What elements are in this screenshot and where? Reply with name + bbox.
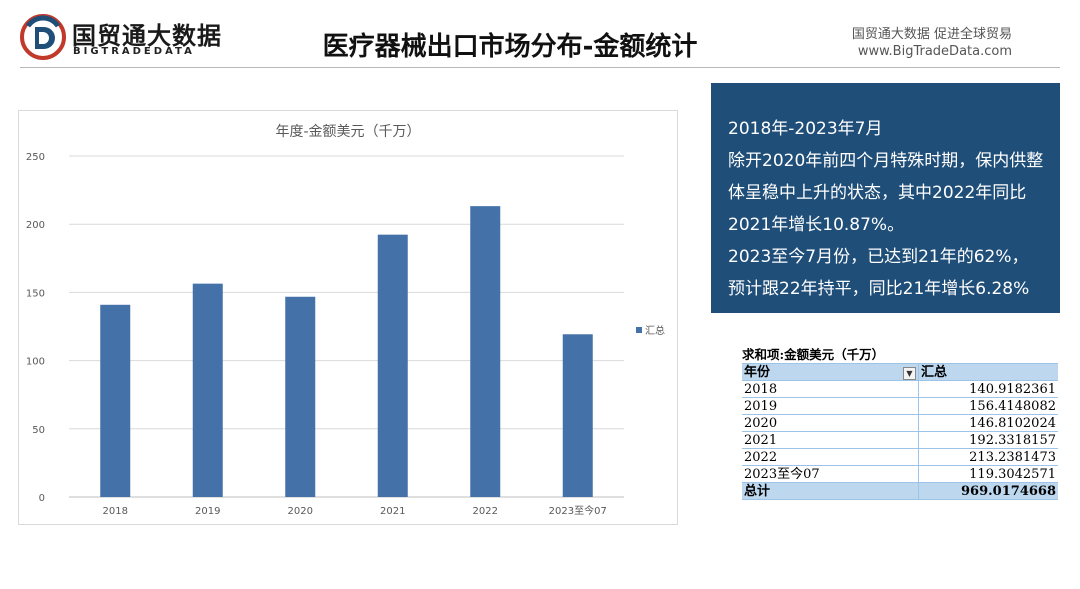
bar-chart: 年度-金额美元（千万） 0 50 100 150 200 250 2018 2019 2020 2… [26,124,665,517]
pivot-table: 求和项:金额美元（千万） 年份 ▼ 汇总 2018 140.9182361 20… [742,347,1058,500]
x-tick-label: 2022 [473,506,498,517]
table-row: 2019 156.4148082 [742,397,1058,415]
website-link[interactable]: www.BigTradeData.com [857,44,1012,59]
pivot-total-label: 总计 [742,482,919,500]
pivot-row-label: 2022 [742,448,919,466]
y-tick-label: 150 [26,288,45,299]
tagline-block: 国贸通大数据 促进全球贸易 www.BigTradeData.com [852,26,1012,60]
x-tick-label: 2023至今07 [549,504,607,517]
legend-label: 汇总 [645,324,665,337]
summary-text-box: 2018年-2023年7月 除开2020年前四个月特殊时期，保内供整体呈稳中上升… [711,83,1060,313]
dropdown-arrow-icon[interactable]: ▼ [903,366,916,380]
logo-mark-icon [20,14,66,60]
pivot-row-value: 119.3042571 [918,465,1058,483]
table-row: 2020 146.8102024 [742,414,1058,432]
pivot-row-value: 213.2381473 [918,448,1058,466]
chart-axis-labels: 0 50 100 150 200 250 2018 2019 2020 2021 2022 2023至… [26,152,607,517]
bar [470,206,501,497]
table-row: 2023至今07 119.3042571 [742,465,1058,483]
pivot-row-label: 2019 [742,397,919,415]
pivot-row-value: 192.3318157 [918,431,1058,449]
x-tick-label: 2019 [195,506,220,517]
y-tick-label: 200 [26,220,45,231]
summary-line-forecast: 2023至今7月份，已达到21年的62%，预计跟22年持平，同比21年增长6.2… [728,247,1030,299]
pivot-year-header-label: 年份 [744,364,771,380]
y-tick-label: 250 [26,152,45,163]
x-tick-label: 2020 [288,506,313,517]
chart-title: 年度-金额美元（千万） [275,124,420,140]
bar [377,234,408,497]
pivot-row-label: 2018 [742,380,919,398]
table-row: 2018 140.9182361 [742,380,1058,398]
pivot-year-header[interactable]: 年份 ▼ [742,363,919,381]
pivot-row-value: 140.9182361 [918,380,1058,398]
bar [285,296,316,497]
tagline-text: 国贸通大数据 促进全球贸易 [851,27,1012,42]
table-row: 2021 192.3318157 [742,431,1058,449]
x-tick-label: 2021 [380,506,405,517]
pivot-row-label: 2021 [742,431,919,449]
chart-legend: 汇总 [636,324,665,337]
bar [100,304,131,497]
pivot-total-row: 总计 969.0174668 [742,482,1058,500]
chart-gridlines [69,155,624,498]
bar [192,283,223,497]
chart-bars [100,206,593,497]
pivot-header-row: 年份 ▼ 汇总 [742,363,1058,381]
pivot-caption: 求和项:金额美元（千万） [742,347,885,362]
bar-chart-panel: 年度-金额美元（千万） 0 50 100 150 200 250 2018 2019 2020 2… [18,110,678,525]
header-divider [20,67,1060,68]
pivot-row-label: 2020 [742,414,919,432]
y-tick-label: 0 [39,493,45,504]
pivot-grid: 年份 ▼ 汇总 2018 140.9182361 2019 156.414808… [742,363,1058,500]
pivot-row-value: 156.4148082 [918,397,1058,415]
table-row: 2022 213.2381473 [742,448,1058,466]
y-tick-label: 100 [26,357,45,368]
y-tick-label: 50 [32,425,45,436]
summary-line-period: 2018年-2023年7月 [728,119,883,139]
logo-chinese-name: 国贸通大数据 [72,22,222,50]
pivot-total-value: 969.0174668 [918,482,1058,500]
legend-swatch [636,327,642,333]
pivot-row-label: 2023至今07 [742,465,919,483]
pivot-value-header: 汇总 [918,363,1058,381]
brand-logo: 国贸通大数据 BIGTRADEDATA [20,14,222,62]
logo-english-name: BIGTRADEDATA [73,46,195,57]
pivot-row-value: 146.8102024 [918,414,1058,432]
page-title: 医疗器械出口市场分布-金额统计 [322,32,698,62]
bar [562,334,593,497]
x-tick-label: 2018 [103,506,128,517]
summary-line-trend: 除开2020年前四个月特殊时期，保内供整体呈稳中上升的状态，其中2022年同比2… [728,151,1044,235]
